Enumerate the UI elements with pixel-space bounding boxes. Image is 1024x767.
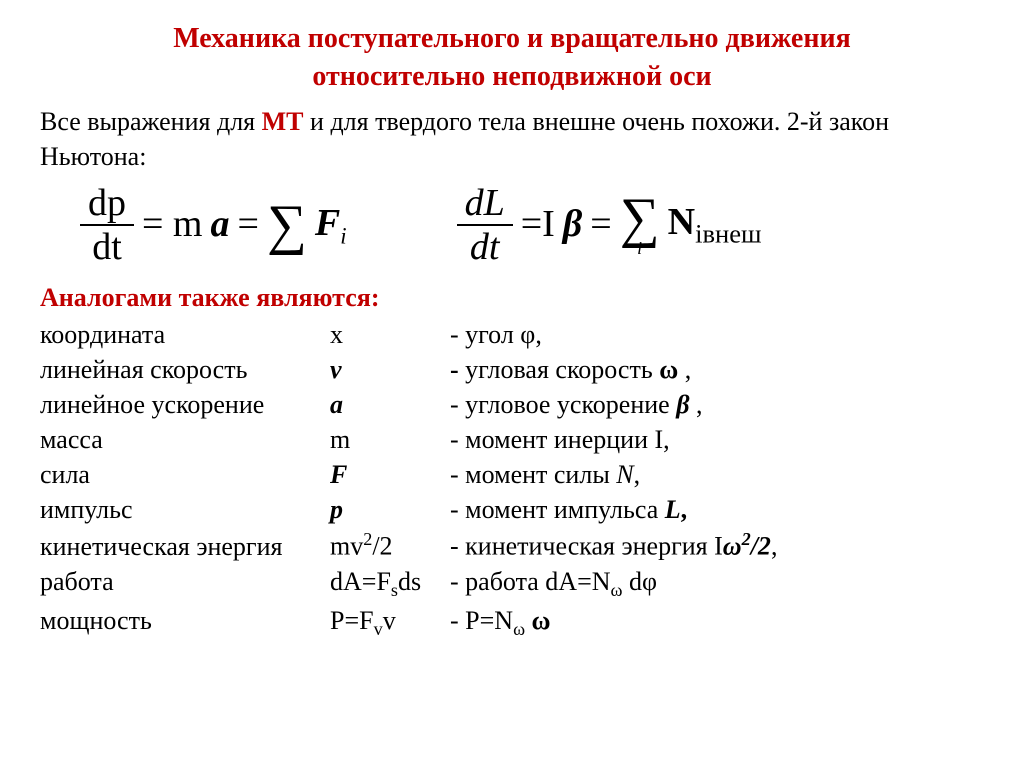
eq1-F: Fi bbox=[315, 198, 347, 252]
list-item: импульс p - момент импульса L, bbox=[40, 492, 984, 527]
analog-linear: F bbox=[330, 457, 450, 492]
analogs-header: Аналогами также являются: bbox=[40, 280, 984, 315]
sigma-1: ∑ bbox=[267, 200, 307, 250]
analog-rotational: - кинетическая энергия Iω2/2, bbox=[450, 527, 984, 564]
sigma-2: ∑ i bbox=[620, 193, 660, 256]
analog-name: импульс bbox=[40, 492, 330, 527]
list-item: линейная скорость v - угловая скорость ω… bbox=[40, 352, 984, 387]
list-item: масса m - момент инерции I, bbox=[40, 422, 984, 457]
analog-name: кинетическая энергия bbox=[40, 529, 330, 564]
intro-prefix: Все выражения для bbox=[40, 107, 262, 136]
intro-text: Все выражения для МТ и для твердого тела… bbox=[40, 104, 984, 174]
analog-rotational: - угловое ускорение β , bbox=[450, 387, 984, 422]
fraction-dp-dt: dp dt bbox=[80, 184, 134, 266]
analog-linear: x bbox=[330, 317, 450, 352]
sigma-icon: ∑ bbox=[620, 193, 660, 243]
analog-linear: p bbox=[330, 492, 450, 527]
analog-name: мощность bbox=[40, 603, 330, 638]
analog-rotational: - P=Nω ω bbox=[450, 603, 984, 642]
page-title: Механика поступательного и вращательно д… bbox=[40, 20, 984, 96]
frac-num: dp bbox=[80, 184, 134, 226]
eq1-part2: = bbox=[238, 199, 259, 250]
analog-name: масса bbox=[40, 422, 330, 457]
list-item: сила F - момент силы N, bbox=[40, 457, 984, 492]
list-item: линейное ускорение a - угловое ускорение… bbox=[40, 387, 984, 422]
list-item: мощность P=Fvv - P=Nω ω bbox=[40, 603, 984, 642]
analog-name: линейное ускорение bbox=[40, 387, 330, 422]
analog-linear: m bbox=[330, 422, 450, 457]
title-line-1: Механика поступательного и вращательно д… bbox=[40, 20, 984, 58]
equation-rotational: dL dt =Iβ = ∑ i Niвнеш bbox=[457, 184, 762, 266]
analogs-list: координата x - угол φ, линейная скорость… bbox=[40, 317, 984, 642]
eq1-a: a bbox=[211, 199, 230, 250]
analog-linear: P=Fvv bbox=[330, 603, 450, 642]
frac-num: dL bbox=[457, 184, 513, 226]
list-item: работа dA=Fsds - работа dA=Nω dφ bbox=[40, 564, 984, 603]
analog-name: сила bbox=[40, 457, 330, 492]
equation-linear: dp dt = ma = ∑ Fi bbox=[80, 184, 347, 266]
analog-rotational: - угол φ, bbox=[450, 317, 984, 352]
eq2-beta: β bbox=[563, 199, 582, 250]
analog-linear: v bbox=[330, 352, 450, 387]
sigma-icon: ∑ bbox=[267, 200, 307, 250]
analog-linear: mv2/2 bbox=[330, 527, 450, 564]
analog-rotational: - работа dA=Nω dφ bbox=[450, 564, 984, 603]
analog-rotational: - момент силы N, bbox=[450, 457, 984, 492]
analog-name: координата bbox=[40, 317, 330, 352]
analog-linear: a bbox=[330, 387, 450, 422]
list-item: координата x - угол φ, bbox=[40, 317, 984, 352]
analog-linear: dA=Fsds bbox=[330, 564, 450, 603]
equations-row: dp dt = ma = ∑ Fi dL dt =Iβ = ∑ i Niвнеш bbox=[80, 184, 984, 266]
title-line-2: относительно неподвижной оси bbox=[40, 58, 984, 96]
analog-rotational: - угловая скорость ω , bbox=[450, 352, 984, 387]
list-item: кинетическая энергия mv2/2 - кинетическа… bbox=[40, 527, 984, 564]
eq2-N: Niвнеш bbox=[668, 197, 762, 252]
analog-name: линейная скорость bbox=[40, 352, 330, 387]
eq2-part2: = bbox=[590, 199, 611, 250]
sigma-sub: i bbox=[637, 240, 642, 256]
eq1-part1: = m bbox=[142, 199, 203, 250]
analog-rotational: - момент импульса L, bbox=[450, 492, 984, 527]
frac-den: dt bbox=[84, 226, 130, 266]
analog-rotational: - момент инерции I, bbox=[450, 422, 984, 457]
intro-mt: МТ bbox=[262, 107, 304, 136]
eq2-part1: =I bbox=[521, 199, 555, 250]
frac-den: dt bbox=[462, 226, 508, 266]
fraction-dL-dt: dL dt bbox=[457, 184, 513, 266]
analog-name: работа bbox=[40, 564, 330, 599]
